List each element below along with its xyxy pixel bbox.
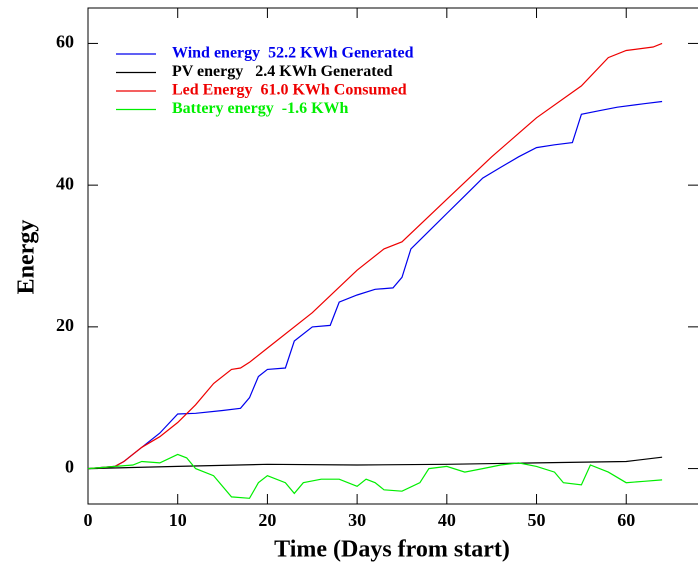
y-axis-title: Energy [14, 220, 40, 295]
y-tick-label: 20 [56, 315, 74, 335]
x-tick-label: 20 [258, 510, 276, 530]
x-tick-label: 50 [528, 510, 546, 530]
x-tick-label: 60 [617, 510, 635, 530]
series-line [87, 100, 663, 470]
legend-label: Led Energy 61.0 KWh Consumed [172, 82, 407, 99]
x-tick-label: 30 [348, 510, 366, 530]
legend-label: PV energy 2.4 KWh Generated [172, 63, 393, 80]
y-tick-label: 40 [56, 173, 74, 193]
series-line [87, 42, 663, 470]
series-line [87, 453, 663, 499]
x-tick-label: 0 [84, 510, 93, 530]
legend-label: Battery energy -1.6 KWh [172, 100, 349, 117]
legend-label: Wind energy 52.2 KWh Generated [172, 45, 414, 62]
plot-frame [87, 7, 698, 505]
x-tick-label: 40 [438, 510, 456, 530]
x-tick-label: 10 [169, 510, 187, 530]
y-tick-label: 60 [56, 32, 74, 52]
series-line [87, 456, 663, 470]
x-axis-title: Time (Days from start) [274, 537, 510, 563]
y-tick-label: 0 [65, 457, 74, 477]
